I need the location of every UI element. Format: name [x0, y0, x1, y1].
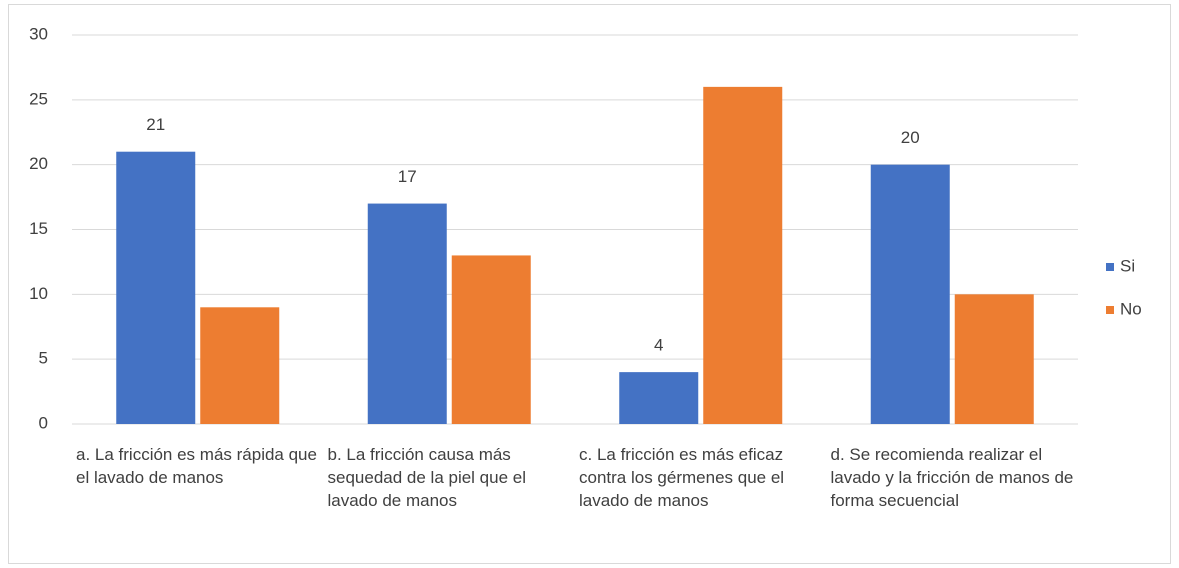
bar: [200, 307, 280, 424]
legend-swatch: [1106, 263, 1114, 271]
legend-swatch: [1106, 306, 1114, 314]
y-tick-label: 30: [29, 24, 48, 43]
legend-label: Si: [1120, 256, 1135, 275]
data-label: 20: [901, 128, 920, 147]
chart-border: [8, 4, 1171, 564]
bar: [367, 203, 447, 424]
data-label: 21: [146, 115, 165, 134]
y-tick-label: 20: [29, 154, 48, 173]
bar: [954, 294, 1034, 424]
legend-label: No: [1120, 299, 1142, 318]
y-tick-label: 25: [29, 89, 48, 108]
x-tick-label: a. La fricción es más rápida que el lava…: [76, 445, 317, 487]
x-tick-label: c. La fricción es más eficaz contra los …: [579, 445, 785, 510]
data-label: 17: [398, 167, 417, 186]
bar: [870, 164, 950, 424]
bar: [116, 151, 196, 424]
x-tick-label: d. Se recomienda realizar el lavado y la…: [830, 445, 1074, 510]
y-tick-label: 5: [39, 349, 48, 368]
y-tick-label: 15: [29, 219, 48, 238]
x-tick-label: b. La fricción causa más sequedad de la …: [327, 445, 527, 510]
bar: [451, 255, 531, 424]
y-tick-label: 0: [39, 413, 48, 432]
bar: [619, 372, 699, 424]
bar: [703, 86, 783, 424]
data-label: 4: [654, 336, 663, 355]
y-tick-label: 10: [29, 284, 48, 303]
